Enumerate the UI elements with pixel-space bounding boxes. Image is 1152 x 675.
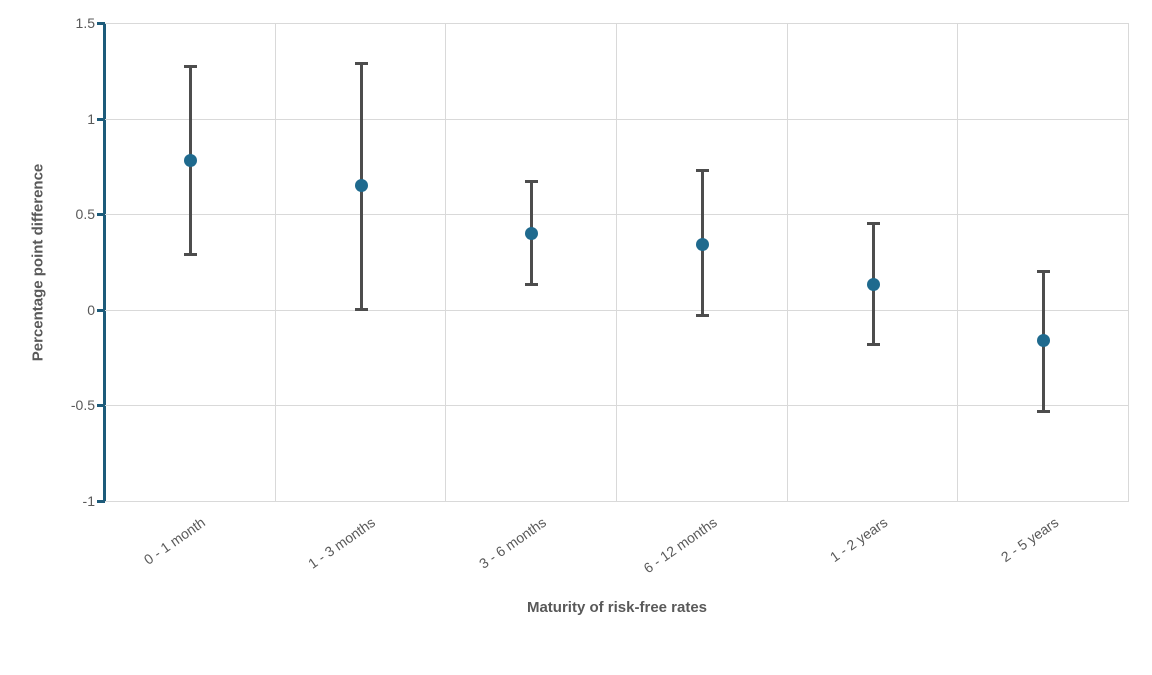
error-bar-cap-top: [866, 222, 880, 226]
x-category-label: 6 - 12 months: [640, 514, 720, 577]
v-gridline: [1128, 23, 1129, 501]
v-gridline: [616, 23, 617, 501]
v-gridline: [957, 23, 959, 501]
h-gridline: [105, 501, 1129, 502]
error-bar-cap-top: [1037, 270, 1051, 274]
error-bar-cap-bottom: [354, 308, 368, 312]
y-axis-tick: [97, 308, 105, 312]
v-gridline: [786, 23, 788, 501]
y-axis-title-wrap: Percentage point difference: [20, 23, 56, 501]
data-point-marker: [354, 179, 368, 193]
data-point-marker: [183, 154, 197, 168]
x-category-label: 2 - 5 years: [997, 514, 1061, 566]
error-bar-cap-top: [695, 168, 709, 172]
y-tick-label: 1.5: [75, 15, 95, 31]
data-point-marker: [866, 278, 880, 292]
v-gridline: [445, 23, 447, 501]
plot-area: [105, 23, 1129, 502]
y-tick-label: 1: [87, 110, 95, 127]
y-tick-label: 0: [87, 301, 95, 318]
data-point-marker: [525, 226, 539, 240]
data-point-marker: [1037, 333, 1051, 347]
x-category-label: 3 - 6 months: [475, 514, 549, 572]
error-bar-cap-top: [183, 65, 197, 69]
h-gridline: [105, 214, 1129, 216]
error-bar-cap-bottom: [1037, 409, 1051, 413]
h-gridline: [105, 405, 1129, 407]
y-axis-tick: [97, 404, 105, 408]
y-tick-label: 0.5: [75, 206, 95, 223]
error-bar-cap-bottom: [866, 342, 880, 346]
y-axis-tick: [97, 213, 105, 217]
data-point-marker: [695, 238, 709, 252]
y-tick-label: -1: [82, 493, 95, 509]
h-gridline: [105, 118, 1129, 120]
y-axis-tick: [97, 117, 105, 121]
x-category-label: 0 - 1 month: [140, 514, 208, 568]
error-bar-cap-top: [354, 61, 368, 65]
x-category-label: 1 - 2 years: [826, 514, 891, 566]
y-tick-label: -0.5: [70, 397, 95, 414]
h-gridline: [105, 309, 1129, 311]
y-axis-tick: [97, 500, 105, 503]
error-bar-cap-top: [525, 180, 539, 184]
error-bar-cap-bottom: [183, 252, 197, 256]
error-bar-cap-bottom: [695, 314, 709, 318]
y-axis-title: Percentage point difference: [29, 163, 47, 361]
error-bar-cap-bottom: [525, 283, 539, 287]
x-axis-title: Maturity of risk-free rates: [526, 599, 708, 616]
v-gridline: [274, 23, 276, 501]
h-gridline: [105, 23, 1129, 24]
y-axis-line: [103, 23, 106, 502]
y-axis-tick: [97, 22, 105, 25]
x-category-label: 1 - 3 months: [305, 514, 379, 572]
